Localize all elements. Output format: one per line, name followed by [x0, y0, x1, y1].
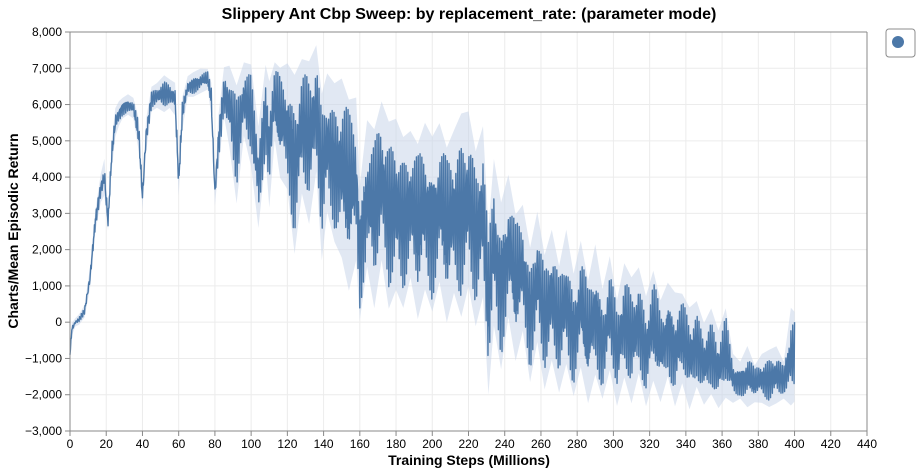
y-tick-label: −2,000 [25, 388, 62, 402]
x-tick-label: 320 [640, 437, 660, 451]
x-tick-label: 280 [567, 437, 587, 451]
x-tick-label: 100 [241, 437, 261, 451]
x-axis-title: Training Steps (Millions) [388, 452, 550, 468]
x-tick-label: 200 [422, 437, 442, 451]
chart-title: Slippery Ant Cbp Sweep: by replacement_r… [222, 6, 717, 23]
y-tick-label: 8,000 [32, 25, 62, 39]
y-axis-title: Charts/Mean Episodic Return [5, 133, 21, 328]
y-axis-ticks: −3,000 −2,000 −1,000 0 1,000 2,000 3,000 4,000 5… [25, 25, 70, 438]
series-layer [69, 71, 796, 401]
y-tick-label: 6,000 [32, 98, 62, 112]
x-tick-label: 400 [785, 437, 805, 451]
x-tick-label: 40 [136, 437, 150, 451]
x-tick-label: 180 [386, 437, 406, 451]
y-tick-label: −1,000 [25, 351, 62, 365]
y-tick-label: −3,000 [25, 424, 62, 438]
y-tick-label: 1,000 [32, 279, 62, 293]
legend-marker-circle [892, 36, 904, 48]
y-tick-label: 5,000 [32, 134, 62, 148]
x-tick-label: 420 [821, 437, 841, 451]
x-tick-label: 220 [458, 437, 478, 451]
x-tick-label: 440 [857, 437, 877, 451]
x-tick-label: 120 [277, 437, 297, 451]
series-line [69, 71, 796, 401]
x-tick-label: 240 [495, 437, 515, 451]
x-tick-label: 300 [603, 437, 623, 451]
y-tick-label: 0 [55, 315, 62, 329]
y-tick-label: 7,000 [32, 61, 62, 75]
x-tick-label: 160 [350, 437, 370, 451]
x-tick-label: 80 [208, 437, 222, 451]
y-tick-label: 2,000 [32, 243, 62, 257]
x-tick-label: 340 [676, 437, 696, 451]
x-tick-label: 20 [100, 437, 114, 451]
x-tick-label: 0 [67, 437, 74, 451]
y-tick-label: 4,000 [32, 170, 62, 184]
axes [69, 31, 868, 432]
legend[interactable] [885, 28, 916, 58]
x-tick-label: 380 [748, 437, 768, 451]
x-tick-label: 140 [314, 437, 334, 451]
x-axis-ticks: 0 20 40 60 80 100 120 140 160 180 200 220 240 260 280 3… [67, 431, 877, 451]
x-tick-label: 60 [172, 437, 186, 451]
y-tick-label: 3,000 [32, 206, 62, 220]
x-tick-label: 260 [531, 437, 551, 451]
x-tick-label: 360 [712, 437, 732, 451]
